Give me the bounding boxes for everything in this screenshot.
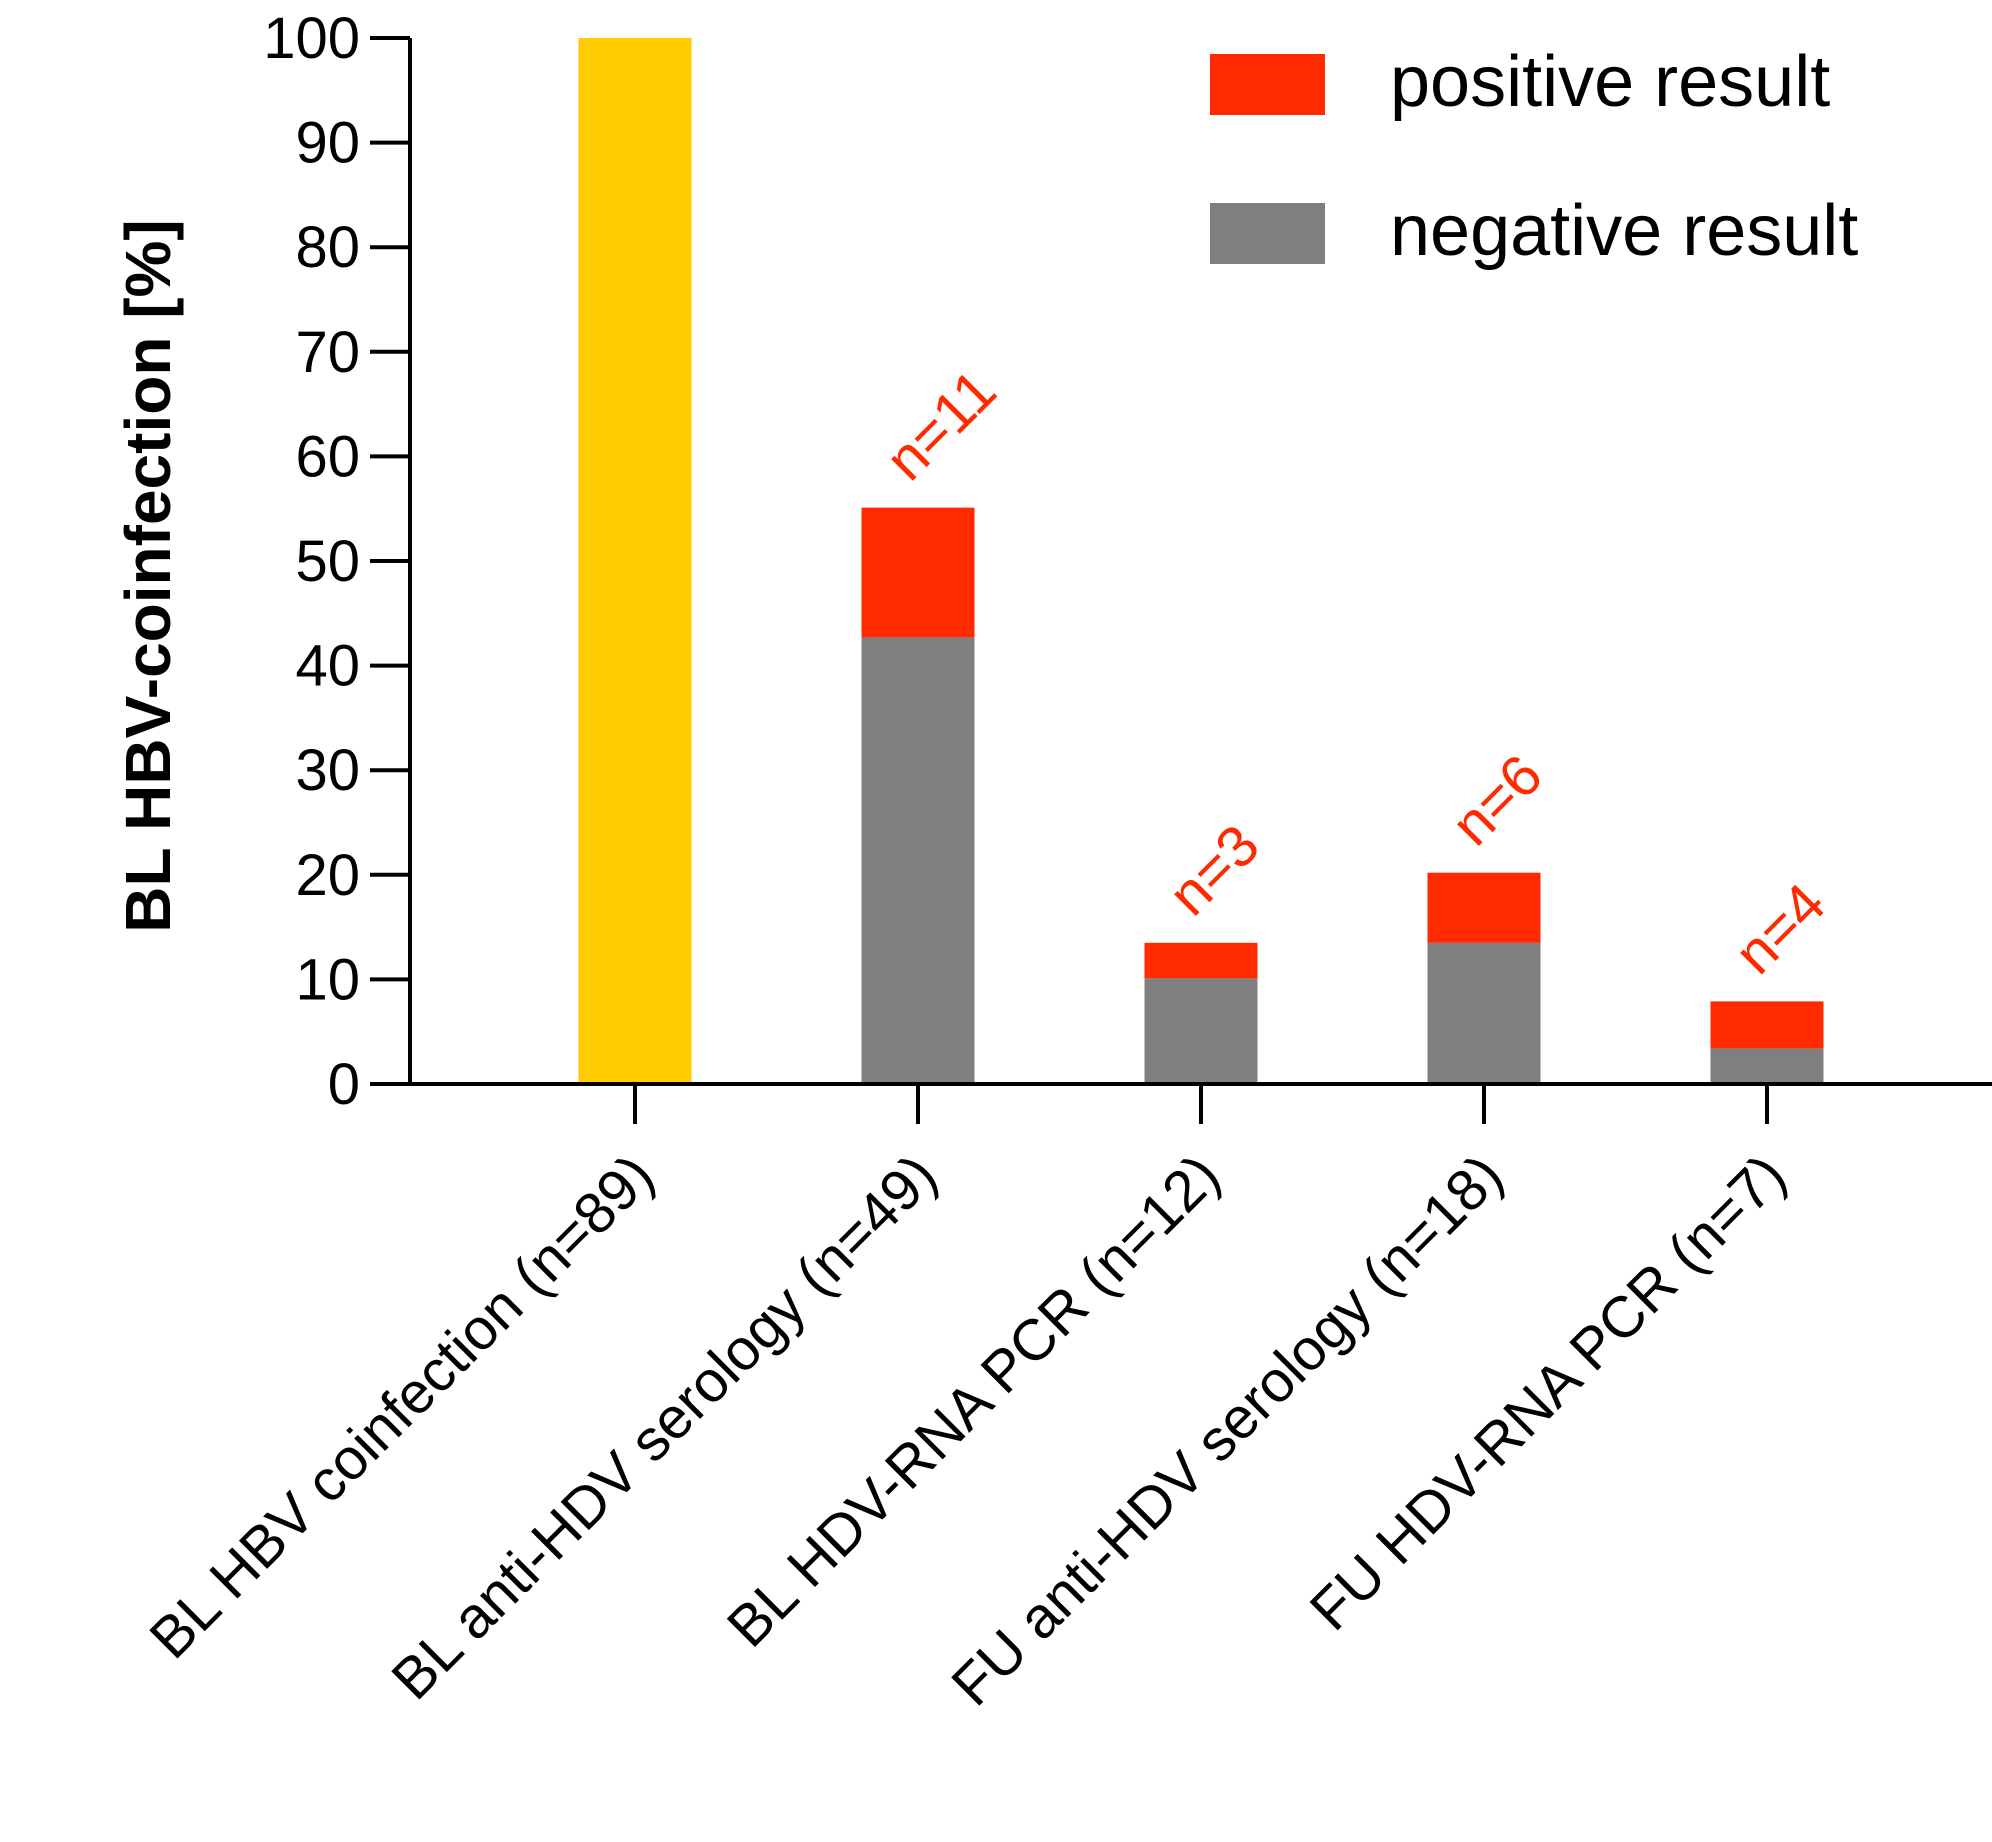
x-tick-label: FU HDV-RNA PCR (n=7) (1298, 1142, 1799, 1643)
legend-swatch-positive-result (1210, 54, 1325, 115)
y-tick-label: 50 (295, 529, 360, 594)
y-tick-label: 60 (295, 424, 360, 489)
bars-group (578, 38, 1824, 1084)
annotations-group: n=11 n=3 n=6 n=4 (873, 358, 1838, 987)
y-tick-label: 0 (328, 1052, 360, 1117)
x-tick-label: FU anti-HDV serology (n=18) (939, 1142, 1515, 1718)
bar-segment-positive-result-3 (1427, 872, 1541, 943)
bar-segment-negative-result-4 (1710, 1048, 1824, 1084)
legend-swatch-negative-result (1210, 203, 1325, 264)
bar-segment-series-0-0 (578, 38, 692, 1084)
annotation-label: n=3 (1156, 812, 1272, 928)
y-axis-label: BL HBV-coinfection [%] (112, 219, 184, 933)
bar-segment-positive-result-1 (861, 507, 975, 638)
annotation-label: n=4 (1722, 871, 1838, 987)
y-ticks-group: 0 10 20 30 40 50 60 70 80 90 100 (263, 6, 410, 1117)
bar-segment-positive-result-4 (1710, 1001, 1824, 1049)
x-ticks-group: BL HBV coinfection (n=89)BL anti-HDV ser… (137, 1084, 1798, 1718)
legend-label-negative-result: negative result (1390, 191, 1858, 271)
y-tick-label: 20 (295, 843, 360, 908)
y-tick-label: 80 (295, 215, 360, 280)
annotation-label: n=11 (873, 358, 1008, 493)
y-tick-label: 90 (295, 111, 360, 176)
y-tick-label: 40 (295, 634, 360, 699)
bar-segment-negative-result-3 (1427, 942, 1541, 1084)
annotation-label: n=6 (1439, 742, 1555, 858)
x-tick-label: BL HDV-RNA PCR (n=12) (715, 1142, 1232, 1659)
y-tick-label: 10 (295, 947, 360, 1012)
legend: positive result negative result (1210, 42, 1858, 271)
bar-segment-negative-result-2 (1144, 978, 1258, 1084)
bar-segment-positive-result-2 (1144, 942, 1258, 979)
bar-segment-negative-result-1 (861, 637, 975, 1084)
y-tick-label: 70 (295, 320, 360, 385)
x-tick-label: BL anti-HDV serology (n=49) (379, 1142, 949, 1712)
y-tick-label: 30 (295, 738, 360, 803)
y-tick-label: 100 (263, 6, 360, 71)
x-tick-label: BL HBV coinfection (n=89) (137, 1142, 666, 1671)
legend-label-positive-result: positive result (1390, 42, 1830, 122)
